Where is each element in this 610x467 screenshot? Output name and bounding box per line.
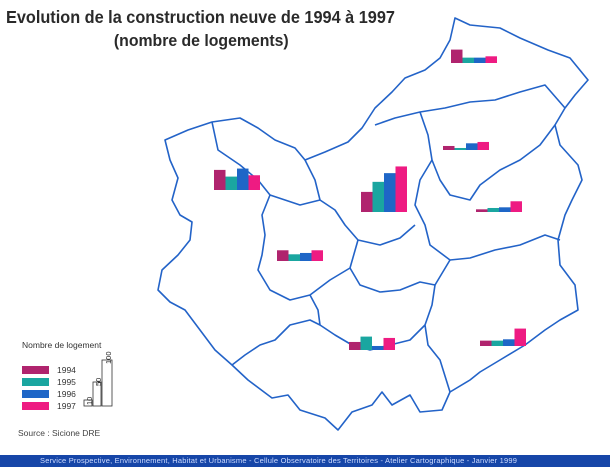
bar-1994 [361,191,373,212]
bar-1994 [214,169,226,190]
bar-1995 [487,207,499,212]
border-line [231,319,321,366]
bar-1997 [311,250,323,261]
border-line [419,111,556,201]
legend-swatch [22,402,49,410]
bar-1997 [477,141,489,150]
bar-1994 [443,145,455,150]
border-line [211,121,321,206]
scale-bar-100 [101,359,113,407]
legend-label: 1996 [57,389,76,399]
map-title: Evolution de la construction neuve de 19… [6,6,397,52]
bar-1996 [300,252,312,261]
bar-groups [214,49,526,350]
bar-1996 [372,345,384,350]
scale-label-10: 10 [85,396,94,405]
bar-1996 [503,339,515,346]
bar-1995 [288,254,300,261]
scale-bar-50 [92,381,102,407]
scale-label-100: 100 [104,351,113,364]
bar-1994 [480,340,492,346]
title-line-2: (nombre de logements) [113,31,289,50]
bar-1995 [360,336,372,350]
bar-1994 [476,209,488,212]
legend-scale [83,359,113,407]
bar-1997 [510,201,522,212]
bar-1995 [372,181,384,212]
source-note: Source : Sicione DRE [18,428,101,438]
legend-label: 1994 [57,365,76,375]
bar-1995 [225,176,237,190]
bar-1997 [485,56,497,63]
region-borders [157,17,589,431]
bar-1997 [514,328,526,346]
bar-1994 [349,341,361,350]
bar-1994 [277,250,289,261]
border-line [374,84,566,126]
legend-label: 1997 [57,401,76,411]
bar-1996 [384,173,396,212]
bar-1997 [248,175,260,190]
legend-swatch [22,366,49,374]
bar-1995 [491,340,503,346]
title-line-1: Evolution de la construction neuve de 19… [6,7,395,27]
footer-credits: Service Prospective, Environnement, Habi… [0,455,610,467]
bar-1996 [474,57,486,63]
legend-label: 1995 [57,377,76,387]
legend-title: Nombre de logement [22,340,102,350]
bar-1996 [466,143,478,150]
bar-1996 [237,168,249,190]
bar-1994 [451,49,463,63]
legend-swatch [22,378,49,386]
bar-1997 [395,166,407,212]
legend-swatch [22,390,49,398]
legend: Nombre de logement 1994 1995 1996 1997 [18,340,178,440]
bar-1995 [454,147,466,150]
bar-1995 [462,57,474,63]
border-line [257,194,359,301]
department-outline [157,17,589,431]
scale-bar-10 [83,399,93,407]
border-line [424,284,451,393]
scale-label-50: 50 [94,377,103,386]
bar-1997 [383,337,395,350]
bar-1996 [499,207,511,212]
border-line [304,159,416,246]
